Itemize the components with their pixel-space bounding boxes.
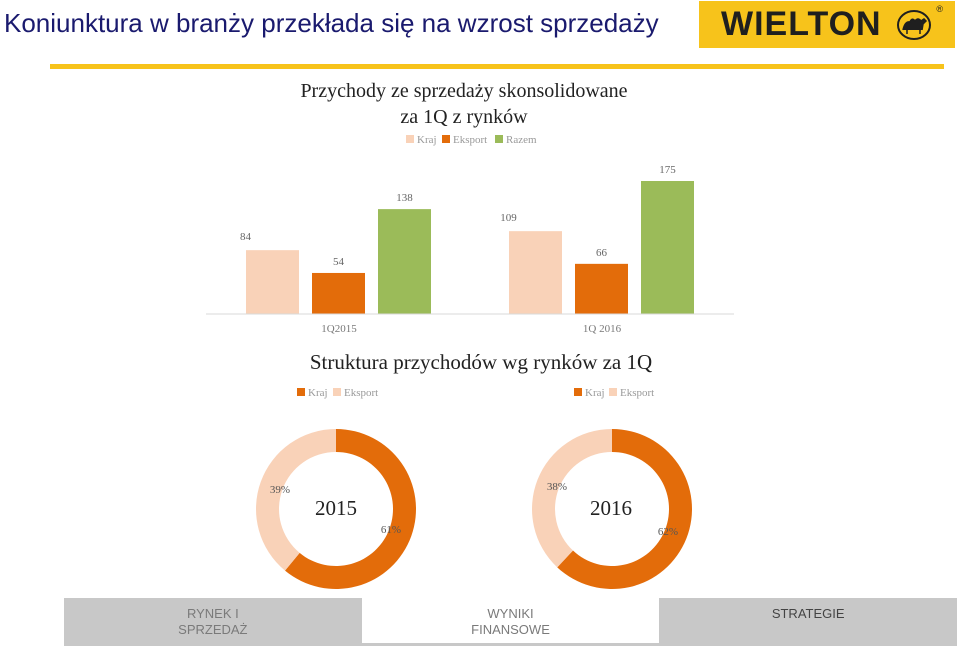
section2-title: Struktura przychodów wg rynków za 1Q: [310, 350, 652, 374]
nav-tab-label-strategie: STRATEGIE: [771, 606, 845, 621]
wielton-logo: WIELTON ®: [699, 1, 955, 48]
nav-tab-rynek-sprzedaz[interactable]: RYNEK I SPRZEDAŻ: [64, 598, 362, 646]
legend-swatch-eksport-2015: [333, 388, 341, 396]
nav-tab-strategie[interactable]: STRATEGIE: [659, 598, 958, 646]
bar-kraj-1q2016: [509, 231, 562, 314]
bars-group: 84 54 138 109 66 175: [240, 164, 694, 314]
legend-swatch-kraj: [406, 135, 414, 143]
data-label-eksport-1q2015: 54: [333, 256, 345, 268]
legend-label-razem: Razem: [506, 134, 537, 146]
slide-title: Koniunktura w branży przekłada się na wz…: [4, 8, 659, 38]
data-label-razem-1q2016: 175: [659, 164, 676, 176]
legend-swatch-kraj-2016: [574, 388, 582, 396]
bar-chart-title-line-2: za 1Q z rynków: [400, 106, 528, 128]
bar-eksport-1q2015: [312, 272, 365, 314]
bar-kraj-1q2015: [246, 250, 299, 314]
nav-tab-wyniki-finansowe[interactable]: WYNIKI FINANSOWE: [361, 598, 660, 646]
donut-2016-legend: Kraj Eksport: [574, 387, 654, 399]
revenue-bar-chart: Przychody ze sprzedaży skonsolidowane za…: [206, 80, 734, 335]
bar-razem-1q2016: [641, 181, 694, 314]
donut-2016-label-eksport: 38%: [547, 481, 567, 493]
legend-label-kraj-2015: Kraj: [308, 387, 328, 399]
donut-2015-center-label: 2015: [315, 496, 357, 520]
camel-icon: [897, 10, 931, 40]
legend-label-eksport-2015: Eksport: [344, 387, 378, 399]
bar-eksport-1q2016: [575, 263, 628, 314]
data-label-razem-1q2015: 138: [396, 192, 413, 204]
market-structure-section: Struktura przychodów wg rynków za 1Q Kra…: [255, 350, 693, 589]
legend-label-eksport: Eksport: [453, 134, 487, 146]
data-label-kraj-1q2016: 109: [500, 212, 517, 224]
donut-2016-slice-kraj: [557, 429, 693, 589]
registered-mark: ®: [936, 4, 943, 14]
donut-2015-label-kraj: 61%: [381, 524, 401, 536]
bar-chart-title-line-1: Przychody ze sprzedaży skonsolidowane: [300, 80, 627, 102]
x-tick-1q2016: 1Q 2016: [583, 323, 622, 335]
accent-line: [50, 64, 944, 69]
nav-tab-label-wyniki-finansowe: WYNIKI FINANSOWE: [471, 606, 550, 637]
legend-swatch-kraj-2015: [297, 388, 305, 396]
legend-label-kraj: Kraj: [417, 134, 437, 146]
donut-2016-center-label: 2016: [590, 496, 632, 520]
legend-label-kraj-2016: Kraj: [585, 387, 605, 399]
legend-swatch-eksport: [442, 135, 450, 143]
donut-2015-legend: Kraj Eksport: [297, 387, 378, 399]
bar-razem-1q2015: [378, 209, 431, 314]
nav-tab-label-rynek-sprzedaz: RYNEK I SPRZEDAŻ: [178, 606, 248, 637]
legend-swatch-razem: [495, 135, 503, 143]
x-tick-1q2015: 1Q2015: [321, 323, 357, 335]
donut-2016-slice-eksport: [532, 429, 612, 568]
donut-2015-label-eksport: 39%: [270, 484, 290, 496]
donut-2016-label-kraj: 62%: [658, 526, 678, 538]
legend-label-eksport-2016: Eksport: [620, 387, 654, 399]
donut-2015: 2015 61% 39%: [255, 429, 416, 589]
bar-chart-legend: Kraj Eksport Razem: [406, 134, 537, 146]
data-label-kraj-1q2015: 84: [240, 231, 252, 243]
section-nav: RYNEK I SPRZEDAŻ WYNIKI FINANSOWE STRATE…: [64, 598, 958, 646]
donut-2015-slice-eksport: [255, 429, 336, 571]
logo-text: WIELTON: [721, 5, 882, 43]
data-label-eksport-1q2016: 66: [596, 247, 608, 259]
donut-2016: 2016 62% 38%: [532, 429, 693, 589]
donut-2015-slice-kraj: [285, 429, 416, 589]
legend-swatch-eksport-2016: [609, 388, 617, 396]
